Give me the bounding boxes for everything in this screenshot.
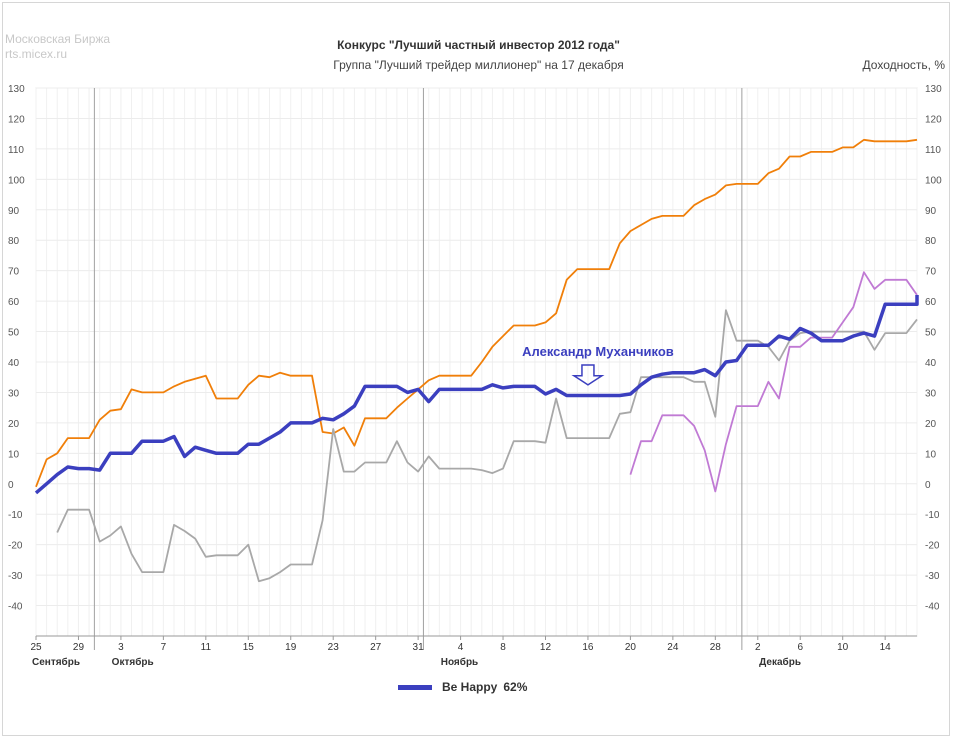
source-name: Московская Биржа <box>5 32 111 46</box>
y-tick-label-right: 70 <box>925 267 937 278</box>
legend: Be Happy 62% <box>398 680 527 694</box>
month-label: Сентябрь <box>32 656 80 668</box>
series-line-3 <box>629 271 918 493</box>
y-tick-label-left: 90 <box>8 206 20 217</box>
y-tick-label-left: 40 <box>8 358 20 369</box>
y-tick-label-right: -10 <box>925 510 940 521</box>
y-tick-label-left: 30 <box>8 388 20 399</box>
legend-label: Be Happy <box>442 680 498 694</box>
y-tick-label-right: 100 <box>925 175 942 186</box>
x-tick-label: 4 <box>458 642 464 653</box>
source-url: rts.micex.ru <box>5 47 68 61</box>
y-tick-label-right: 0 <box>925 480 931 491</box>
x-tick-label: 14 <box>880 642 892 653</box>
x-tick-label: 3 <box>118 642 124 653</box>
x-tick-label: 19 <box>285 642 297 653</box>
legend-swatch <box>398 684 432 690</box>
y-tick-label-left: 130 <box>8 84 25 95</box>
x-tick-label: 28 <box>710 642 722 653</box>
y-tick-label-right: 130 <box>925 84 942 95</box>
x-tick-label: 23 <box>328 642 340 653</box>
y-tick-label-right: 60 <box>925 297 937 308</box>
x-tick-label: 25 <box>30 642 42 653</box>
x-tick-label: 31 <box>413 642 425 653</box>
y-tick-label-right: 30 <box>925 388 937 399</box>
y-tick-label-left: -20 <box>8 541 23 552</box>
y-tick-label-left: 110 <box>8 145 24 156</box>
y-tick-label-right: 40 <box>925 358 937 369</box>
x-tick-label: 29 <box>73 642 85 653</box>
x-tick-label: 6 <box>797 642 803 653</box>
y-tick-label-right: -40 <box>925 602 940 613</box>
y-tick-label-right: 110 <box>925 145 941 156</box>
y-tick-label-right: 10 <box>925 449 937 460</box>
x-tick-label: 16 <box>582 642 594 653</box>
x-tick-label: 15 <box>243 642 255 653</box>
y-tick-label-right: 80 <box>925 236 937 247</box>
y-tick-label-left: 20 <box>8 419 20 430</box>
x-tick-label: 11 <box>201 642 212 653</box>
month-label: Ноябрь <box>441 656 478 668</box>
y-tick-label-left: 60 <box>8 297 20 308</box>
y-tick-label-left: 120 <box>8 114 25 125</box>
y-tick-label-left: -40 <box>8 602 23 613</box>
x-tick-label: 2 <box>755 642 761 653</box>
chart-title: Конкурс "Лучший частный инвестор 2012 го… <box>337 38 620 52</box>
y-tick-label-left: 50 <box>8 328 20 339</box>
series-line-1 <box>35 138 918 488</box>
x-tick-label: 7 <box>161 642 167 653</box>
x-tick-label: 12 <box>540 642 552 653</box>
y-tick-label-left: 80 <box>8 236 20 247</box>
x-tick-label: 10 <box>837 642 849 653</box>
y-tick-label-left: 100 <box>8 175 25 186</box>
annotation-arrow-icon <box>571 364 605 386</box>
y-tick-label-right: 20 <box>925 419 937 430</box>
month-label: Октябрь <box>112 656 154 668</box>
y-axis-label: Доходность, % <box>862 58 945 72</box>
y-tick-label-left: 0 <box>8 480 14 491</box>
y-tick-label-left: -10 <box>8 510 23 521</box>
y-tick-label-right: -20 <box>925 541 940 552</box>
month-label: Декабрь <box>759 656 801 668</box>
series-line-be-happy <box>34 295 919 495</box>
x-tick-label: 24 <box>667 642 679 653</box>
y-tick-label-left: 70 <box>8 267 20 278</box>
x-tick-label: 20 <box>625 642 637 653</box>
y-tick-label-left: -30 <box>8 571 23 582</box>
chart-subtitle: Группа "Лучший трейдер миллионер" на 17 … <box>333 58 624 72</box>
y-tick-label-left: 10 <box>8 449 20 460</box>
y-tick-label-right: -30 <box>925 571 940 582</box>
x-tick-label: 27 <box>370 642 382 653</box>
x-tick-label: 8 <box>500 642 506 653</box>
y-tick-label-right: 90 <box>925 206 937 217</box>
legend-value: 62% <box>503 680 528 694</box>
annotation-label: Александр Муханчиков <box>522 344 674 359</box>
y-tick-label-right: 120 <box>925 114 942 125</box>
y-tick-label-right: 50 <box>925 328 937 339</box>
